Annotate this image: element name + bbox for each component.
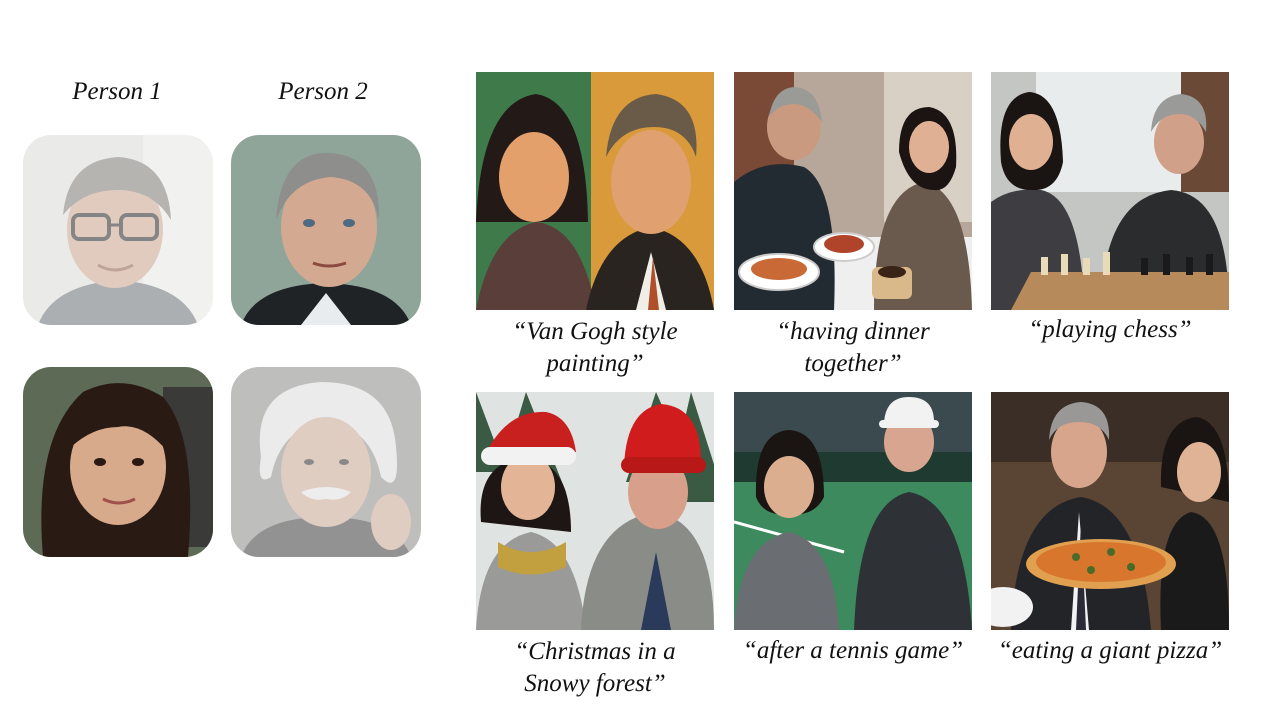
person2-reference-photo-elderly-man bbox=[231, 367, 421, 557]
caption-tennis: “after a tennis game” bbox=[723, 635, 983, 667]
caption-line: “playing chess” bbox=[1028, 316, 1192, 343]
person1-label: Person 1 bbox=[72, 78, 162, 105]
caption-pizza: “eating a giant pizza” bbox=[980, 635, 1240, 667]
caption-christmas: “Christmas in a Snowy forest” bbox=[465, 636, 725, 700]
caption-line: “having dinner bbox=[776, 318, 930, 345]
generated-image-having-dinner bbox=[734, 72, 972, 310]
caption-line: “Van Gogh style bbox=[512, 318, 678, 345]
caption-having-dinner: “having dinner together” bbox=[723, 316, 983, 380]
caption-playing-chess: “playing chess” bbox=[980, 314, 1240, 346]
person1-reference-photo-man-glasses bbox=[23, 135, 213, 325]
caption-line: Snowy forest” bbox=[524, 670, 666, 697]
generated-image-christmas-snowy-forest bbox=[476, 392, 714, 630]
caption-line: “eating a giant pizza” bbox=[997, 637, 1223, 664]
generated-image-eating-giant-pizza bbox=[991, 392, 1229, 630]
caption-line: “after a tennis game” bbox=[742, 637, 964, 664]
caption-van-gogh: “Van Gogh style painting” bbox=[465, 316, 725, 380]
generated-image-playing-chess bbox=[991, 72, 1229, 310]
generated-image-van-gogh-painting bbox=[476, 72, 714, 310]
person1-reference-photo-woman bbox=[23, 367, 213, 557]
person2-label: Person 2 bbox=[278, 78, 368, 105]
person2-reference-photo-older-man bbox=[231, 135, 421, 325]
caption-line: painting” bbox=[546, 350, 644, 377]
caption-line: together” bbox=[804, 350, 902, 377]
caption-line: “Christmas in a bbox=[514, 638, 676, 665]
generated-image-after-tennis-game bbox=[734, 392, 972, 630]
